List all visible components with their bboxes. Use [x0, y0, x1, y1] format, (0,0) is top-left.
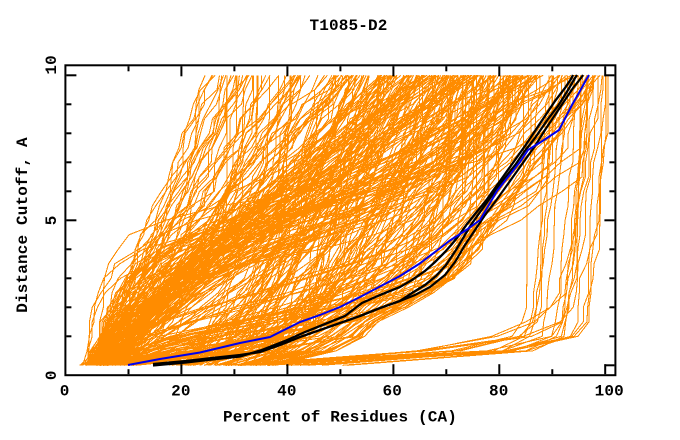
svg-text:Distance Cutoff, A: Distance Cutoff, A — [14, 137, 32, 313]
svg-text:0: 0 — [43, 370, 61, 380]
svg-text:20: 20 — [171, 383, 191, 401]
svg-text:100: 100 — [595, 383, 624, 401]
svg-text:60: 60 — [383, 383, 403, 401]
svg-text:40: 40 — [277, 383, 297, 401]
svg-text:80: 80 — [489, 383, 509, 401]
svg-text:Percent of Residues (CA): Percent of Residues (CA) — [223, 409, 457, 427]
svg-text:T1085-D2: T1085-D2 — [309, 17, 387, 35]
svg-text:0: 0 — [60, 383, 70, 401]
svg-text:5: 5 — [43, 215, 61, 225]
svg-text:10: 10 — [43, 55, 61, 75]
